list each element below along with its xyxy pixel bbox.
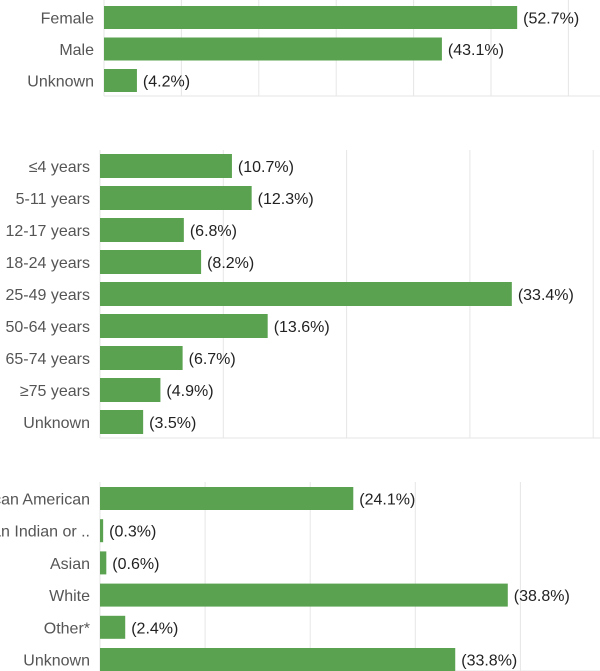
category-label: African American bbox=[0, 492, 90, 509]
bar bbox=[100, 218, 184, 242]
chart-panel-2: ≤4 years (10.7%) 5-11 years (12.3%) 12-17 ye… bbox=[6, 150, 600, 439]
bar bbox=[104, 6, 518, 29]
data-label: (52.7%) bbox=[523, 11, 579, 28]
category-label: ≥75 years bbox=[20, 383, 90, 400]
category-label: Unknown bbox=[23, 415, 90, 432]
chart-panel-1: Female (52.7%) Male (43.1%) Unknown (4.2%) bbox=[27, 0, 600, 97]
data-label: (0.3%) bbox=[109, 524, 156, 541]
bar bbox=[100, 378, 161, 402]
data-label: (10.7%) bbox=[238, 159, 294, 176]
data-label: (13.6%) bbox=[274, 319, 330, 336]
data-label: (0.6%) bbox=[112, 556, 159, 573]
category-label: Female bbox=[41, 11, 94, 28]
bar bbox=[100, 487, 354, 510]
data-label: (33.8%) bbox=[461, 653, 517, 670]
data-label: (8.2%) bbox=[207, 255, 254, 272]
data-label: (3.5%) bbox=[149, 415, 196, 432]
data-label: (33.4%) bbox=[518, 287, 574, 304]
bar bbox=[100, 583, 508, 607]
data-label: (4.9%) bbox=[166, 383, 213, 400]
bar bbox=[100, 551, 107, 575]
category-label: ≤4 years bbox=[29, 159, 90, 176]
data-label: (6.7%) bbox=[189, 351, 236, 368]
bar bbox=[100, 410, 144, 434]
bar bbox=[100, 519, 104, 543]
bar bbox=[100, 346, 183, 370]
bar bbox=[100, 186, 252, 210]
category-label: 25-49 years bbox=[6, 287, 91, 304]
category-label: 12-17 years bbox=[6, 223, 91, 240]
category-label: 5-11 years bbox=[16, 191, 90, 208]
data-label: (4.2%) bbox=[143, 74, 190, 91]
category-label: 18-24 years bbox=[6, 255, 91, 272]
data-label: (2.4%) bbox=[131, 620, 178, 637]
chart-panel-3: African American (24.1%) American Indian o… bbox=[0, 482, 600, 671]
bar bbox=[100, 648, 456, 671]
category-label: 65-74 years bbox=[6, 351, 91, 368]
bar bbox=[100, 250, 202, 274]
category-label: 50-64 years bbox=[6, 319, 91, 336]
bar bbox=[104, 69, 137, 92]
bar bbox=[100, 314, 268, 338]
category-label: Asian bbox=[50, 556, 90, 573]
data-label: (43.1%) bbox=[448, 42, 504, 59]
data-label: (6.8%) bbox=[190, 223, 237, 240]
bar bbox=[100, 282, 512, 306]
bar bbox=[100, 154, 232, 178]
category-label: Unknown bbox=[23, 653, 90, 670]
bar bbox=[104, 37, 442, 61]
bar bbox=[100, 615, 126, 639]
data-label: (12.3%) bbox=[258, 191, 314, 208]
data-label: (38.8%) bbox=[514, 588, 570, 605]
category-label: Male bbox=[59, 42, 94, 59]
category-label: White bbox=[49, 588, 90, 605]
category-label: Other* bbox=[44, 620, 90, 637]
category-label: American Indian or .. bbox=[0, 524, 90, 541]
data-label: (24.1%) bbox=[359, 492, 415, 509]
category-label: Unknown bbox=[27, 74, 94, 91]
